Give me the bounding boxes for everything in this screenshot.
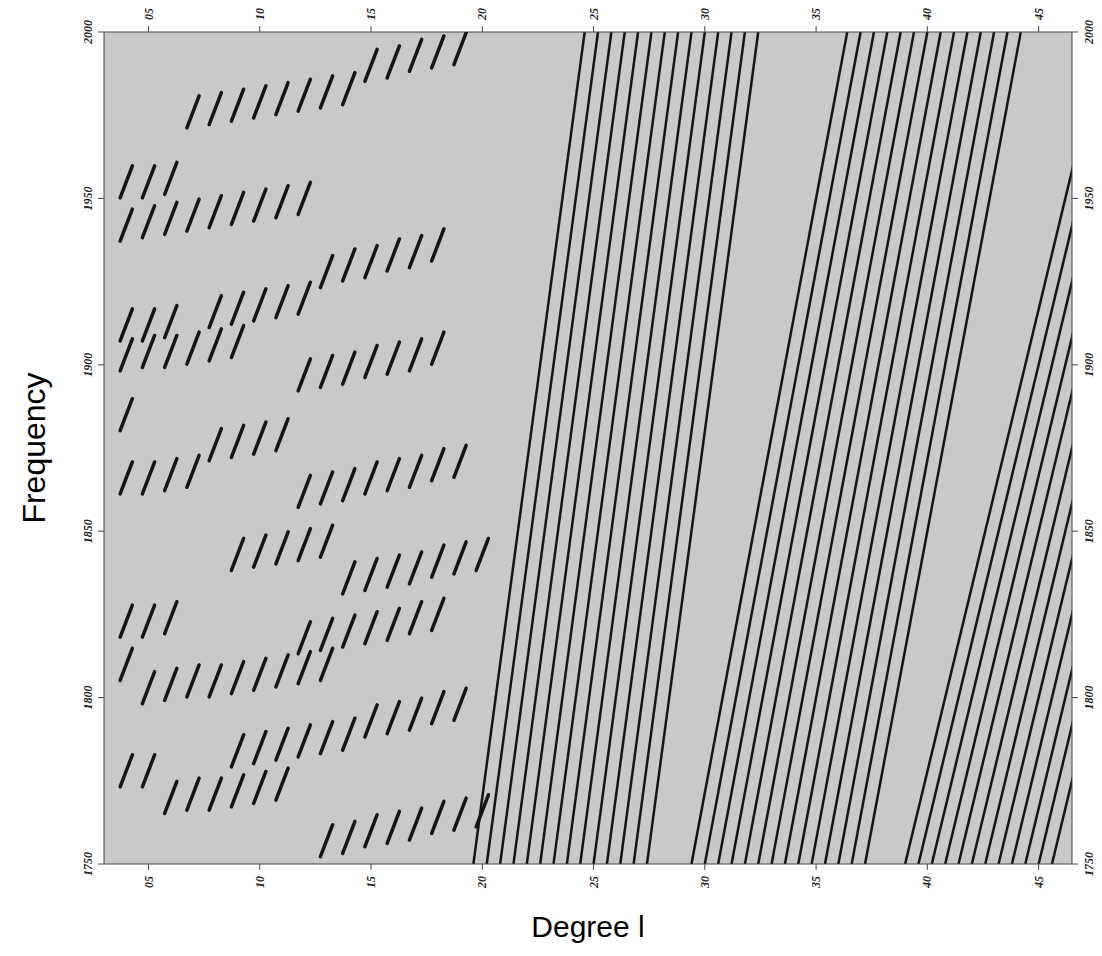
html-text:Frequency: Frequency xyxy=(16,372,52,524)
svg-text:30: 30 xyxy=(698,8,712,21)
svg-text:1800: 1800 xyxy=(1082,686,1096,710)
svg-text:25: 25 xyxy=(587,8,601,21)
svg-text:20: 20 xyxy=(475,8,489,21)
svg-text:1900: 1900 xyxy=(81,353,95,377)
svg-text:10: 10 xyxy=(253,8,267,20)
svg-text:40: 40 xyxy=(920,876,934,889)
svg-text:30: 30 xyxy=(698,876,712,889)
svg-text:1800: 1800 xyxy=(81,686,95,710)
svg-text:05: 05 xyxy=(142,8,156,20)
svg-text:15: 15 xyxy=(364,876,378,888)
svg-text:15: 15 xyxy=(364,8,378,20)
svg-text:1900: 1900 xyxy=(1082,353,1096,377)
svg-text:25: 25 xyxy=(587,876,601,889)
svg-text:1750: 1750 xyxy=(1082,852,1096,876)
svg-text:05: 05 xyxy=(142,876,156,888)
html-text:Degree l: Degree l xyxy=(531,910,645,943)
svg-text:45: 45 xyxy=(1032,876,1046,889)
svg-text:2000: 2000 xyxy=(1082,20,1096,45)
svg-text:45: 45 xyxy=(1032,8,1046,21)
svg-text:2000: 2000 xyxy=(81,20,95,45)
svg-text:1950: 1950 xyxy=(1082,186,1096,210)
svg-text:1750: 1750 xyxy=(81,852,95,876)
svg-text:10: 10 xyxy=(253,876,267,888)
svg-text:1950: 1950 xyxy=(81,186,95,210)
svg-text:35: 35 xyxy=(809,876,823,889)
svg-text:1850: 1850 xyxy=(1082,519,1096,543)
svg-text:35: 35 xyxy=(809,8,823,21)
svg-text:20: 20 xyxy=(475,876,489,889)
svg-text:1850: 1850 xyxy=(81,519,95,543)
svg-text:40: 40 xyxy=(920,8,934,21)
